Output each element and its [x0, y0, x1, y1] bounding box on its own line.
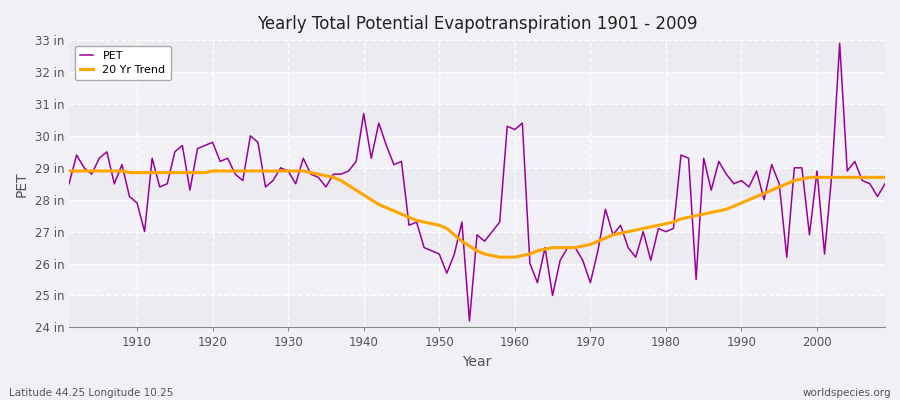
20 Yr Trend	[291, 168, 302, 173]
Title: Yearly Total Potential Evapotranspiration 1901 - 2009: Yearly Total Potential Evapotranspiratio…	[256, 15, 698, 33]
Bar	[69, 136, 885, 168]
20 Yr Trend	[64, 168, 75, 173]
Bar	[69, 168, 885, 200]
PET	[509, 127, 520, 132]
Y-axis label: PET: PET	[15, 171, 29, 196]
PET	[608, 232, 618, 237]
Legend: PET, 20 Yr Trend: PET, 20 Yr Trend	[75, 46, 171, 80]
Text: Latitude 44.25 Longitude 10.25: Latitude 44.25 Longitude 10.25	[9, 388, 174, 398]
PET	[879, 181, 890, 186]
PET	[336, 172, 346, 176]
20 Yr Trend	[509, 255, 520, 260]
Line: PET: PET	[69, 43, 885, 321]
Bar	[69, 104, 885, 136]
X-axis label: Year: Year	[463, 355, 491, 369]
20 Yr Trend	[608, 232, 618, 237]
PET	[517, 121, 527, 126]
20 Yr Trend	[517, 253, 527, 258]
20 Yr Trend	[124, 170, 135, 175]
20 Yr Trend	[879, 175, 890, 180]
Bar	[69, 72, 885, 104]
Line: 20 Yr Trend: 20 Yr Trend	[69, 171, 885, 257]
PET	[124, 194, 135, 199]
20 Yr Trend	[494, 255, 505, 260]
PET	[291, 181, 302, 186]
PET	[64, 181, 75, 186]
Text: worldspecies.org: worldspecies.org	[803, 388, 891, 398]
Bar	[69, 232, 885, 264]
Bar	[69, 40, 885, 72]
20 Yr Trend	[336, 178, 346, 183]
Bar	[69, 264, 885, 296]
Bar	[69, 296, 885, 328]
PET	[834, 41, 845, 46]
Bar	[69, 200, 885, 232]
PET	[464, 319, 475, 324]
